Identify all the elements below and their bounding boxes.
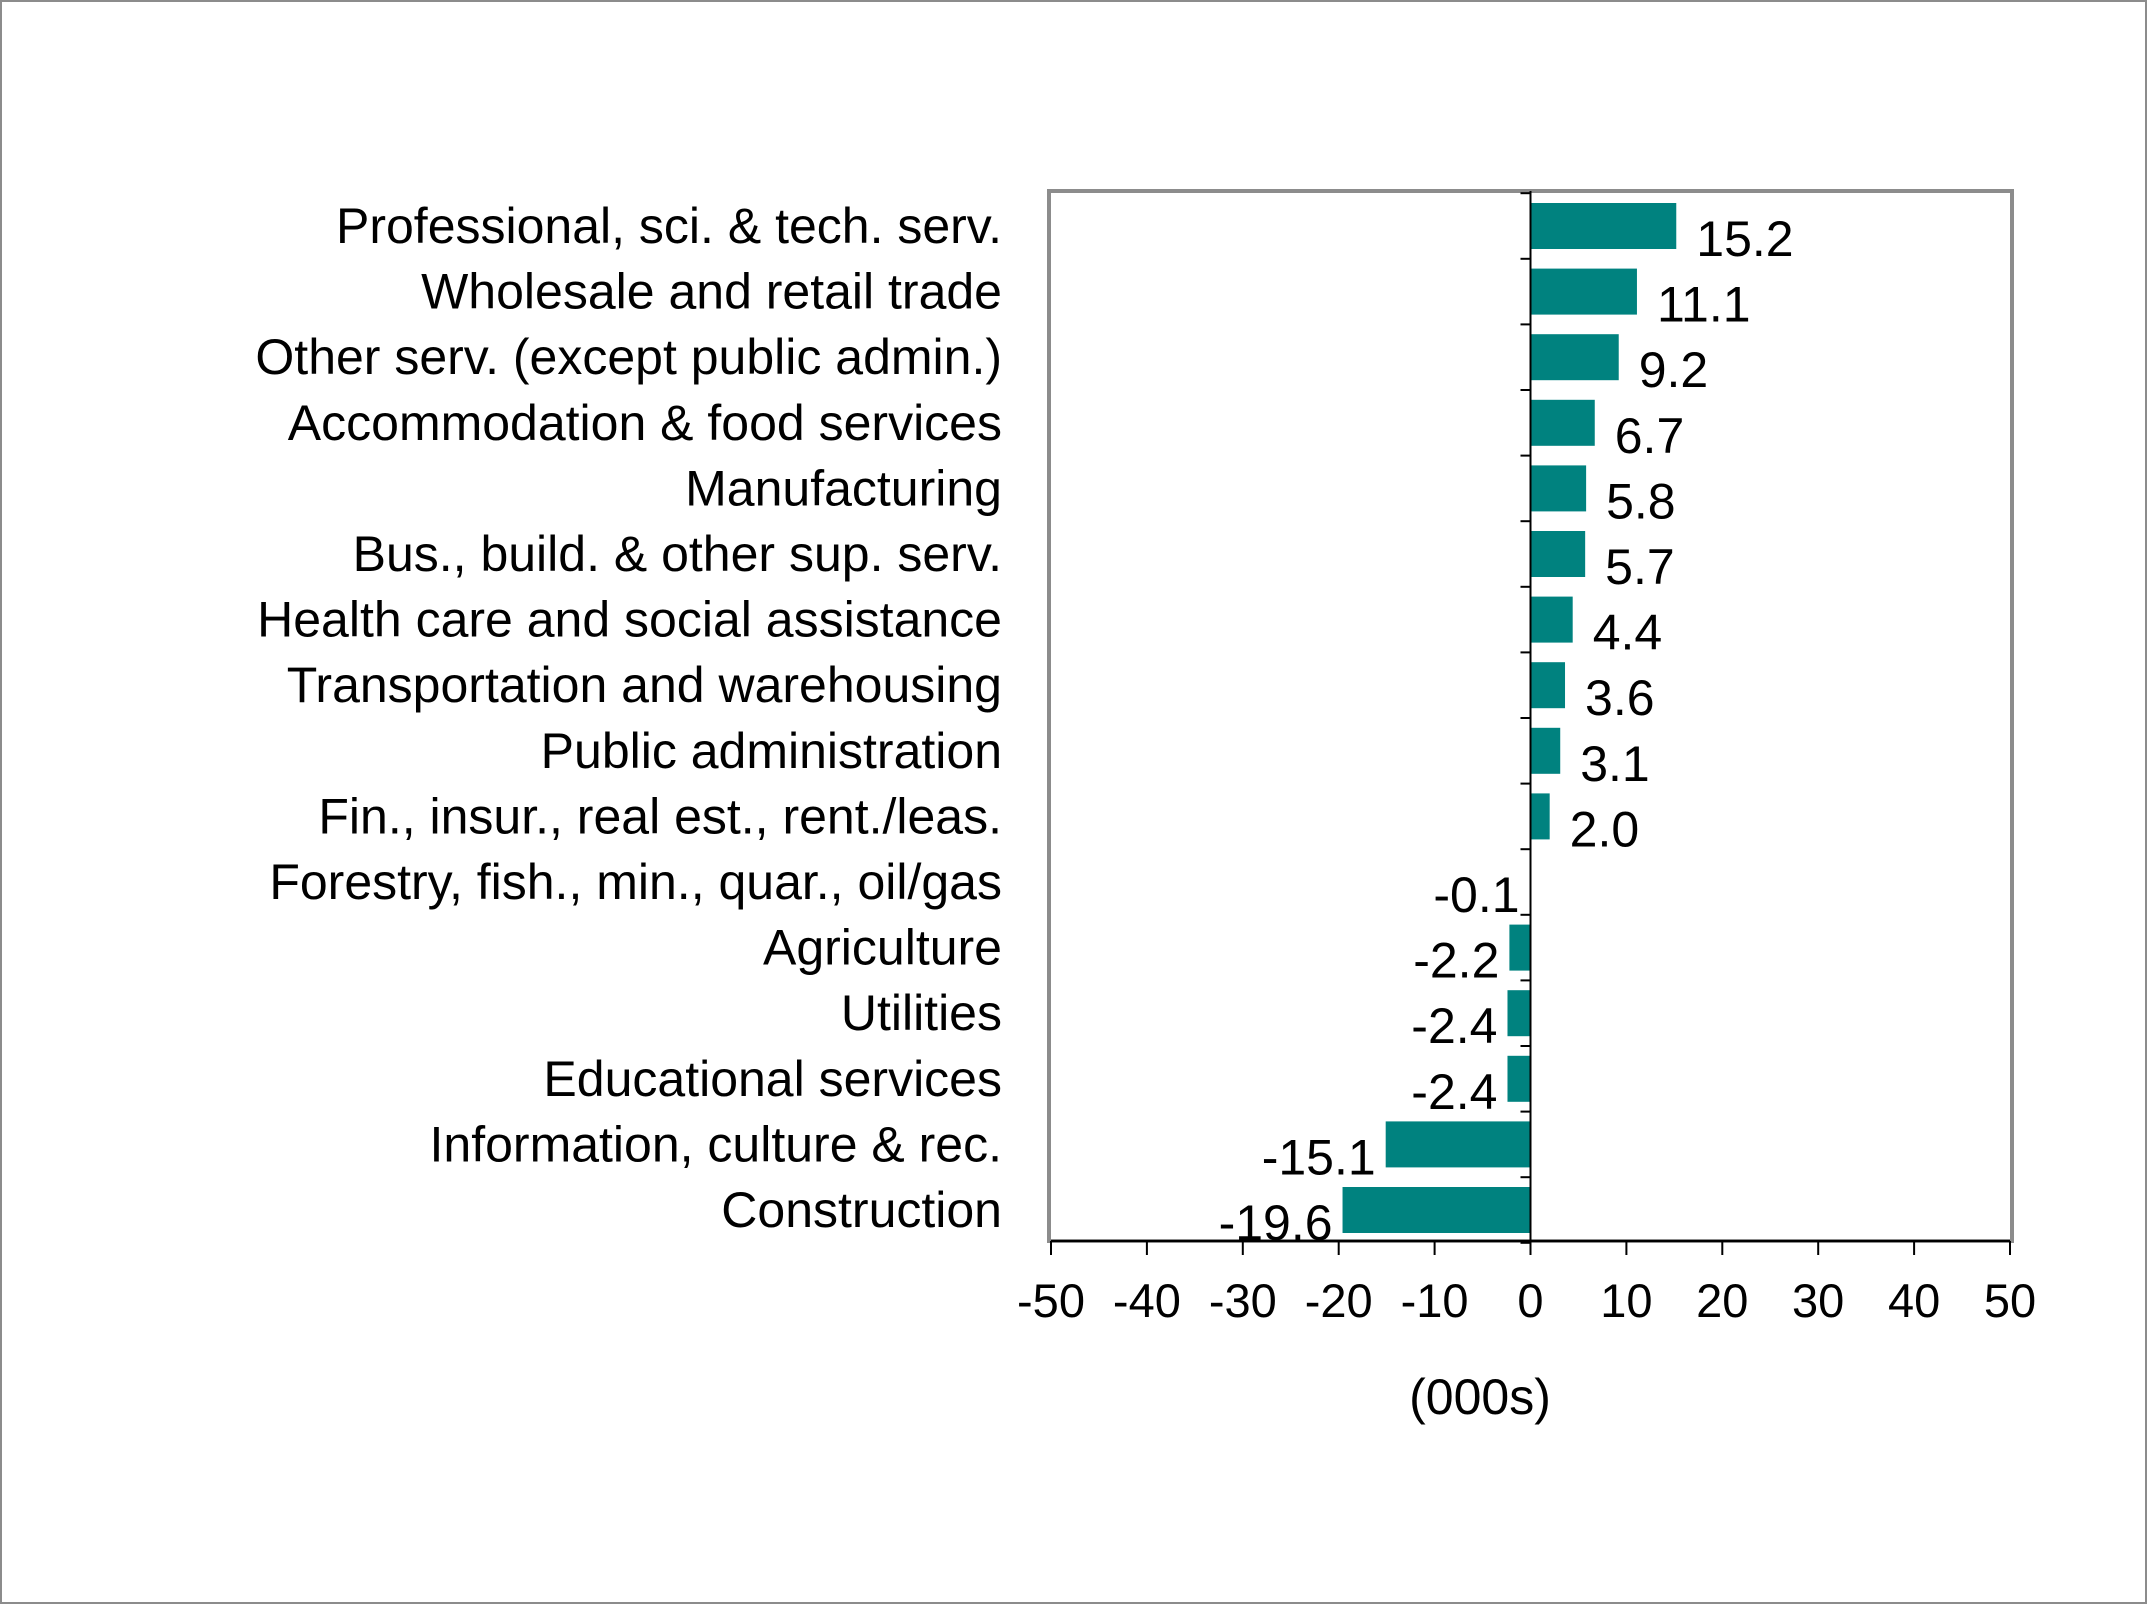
category-label: Construction <box>721 1182 1002 1238</box>
data-label: 2.0 <box>1570 801 1640 857</box>
category-label: Information, culture & rec. <box>430 1116 1002 1172</box>
category-label: Agriculture <box>763 920 1002 976</box>
category-label: Utilities <box>841 985 1002 1041</box>
bar <box>1530 727 1561 774</box>
category-label: Educational services <box>543 1051 1002 1107</box>
x-tick-label: -40 <box>1113 1274 1181 1327</box>
category-label: Transportation and warehousing <box>287 657 1002 713</box>
data-label: -0.1 <box>1433 867 1519 923</box>
x-tick-label: 30 <box>1792 1274 1844 1327</box>
bars-group <box>1342 203 1677 1233</box>
x-tick-label: 10 <box>1600 1274 1652 1327</box>
labels-group: Professional, sci. & tech. serv. 15.2 Whol… <box>255 198 1793 1251</box>
bar <box>1507 1055 1531 1102</box>
x-tick-label: 20 <box>1696 1274 1748 1327</box>
category-label: Fin., insur., real est., rent./leas. <box>318 788 1002 844</box>
bar <box>1507 990 1531 1037</box>
bar <box>1530 793 1550 840</box>
data-label: -2.4 <box>1411 1064 1497 1120</box>
bar <box>1530 334 1619 381</box>
category-label: Professional, sci. & tech. serv. <box>336 198 1002 254</box>
bar <box>1530 399 1595 446</box>
data-label: 5.8 <box>1606 473 1676 529</box>
data-label: -2.2 <box>1413 933 1499 989</box>
data-label: 4.4 <box>1593 605 1663 661</box>
bar <box>1385 1121 1531 1168</box>
x-tick-label: -10 <box>1401 1274 1469 1327</box>
data-label: 11.1 <box>1657 277 1751 333</box>
bar <box>1530 596 1573 643</box>
data-label: -15.1 <box>1262 1129 1376 1185</box>
category-label: Other serv. (except public admin.) <box>255 329 1002 385</box>
data-label: 3.6 <box>1585 670 1655 726</box>
category-label: Wholesale and retail trade <box>421 264 1002 320</box>
bar <box>1509 924 1531 971</box>
bar <box>1530 268 1637 315</box>
bar <box>1530 662 1566 709</box>
data-label: 5.7 <box>1605 539 1675 595</box>
category-label: Bus., build. & other sup. serv. <box>353 526 1002 582</box>
bar <box>1530 203 1677 249</box>
data-label: -2.4 <box>1411 998 1497 1054</box>
x-tick-label: 0 <box>1517 1274 1543 1327</box>
x-tick-label: -20 <box>1305 1274 1373 1327</box>
bar <box>1530 465 1587 512</box>
category-label: Accommodation & food services <box>288 395 1002 451</box>
category-label: Forestry, fish., min., quar., oil/gas <box>269 854 1002 910</box>
category-label: Public administration <box>541 723 1002 779</box>
axes-group: -50 -40 -30 -20 -10 0 10 20 30 40 50 <box>1017 191 2036 1327</box>
x-tick-label: -50 <box>1017 1274 1085 1327</box>
category-label: Manufacturing <box>685 460 1002 516</box>
x-axis-title: (000s) <box>1409 1369 1551 1425</box>
data-label: 15.2 <box>1696 211 1793 267</box>
bar <box>1530 531 1586 577</box>
data-label: 3.1 <box>1580 736 1650 792</box>
category-label: Health care and social assistance <box>257 592 1002 648</box>
data-label: 6.7 <box>1615 408 1685 464</box>
x-tick-label: 50 <box>1984 1274 2036 1327</box>
data-label: -19.6 <box>1219 1195 1333 1251</box>
bar <box>1342 1187 1531 1233</box>
x-tick-label: 40 <box>1888 1274 1940 1327</box>
data-label: 9.2 <box>1639 342 1709 398</box>
x-tick-label: -30 <box>1209 1274 1277 1327</box>
